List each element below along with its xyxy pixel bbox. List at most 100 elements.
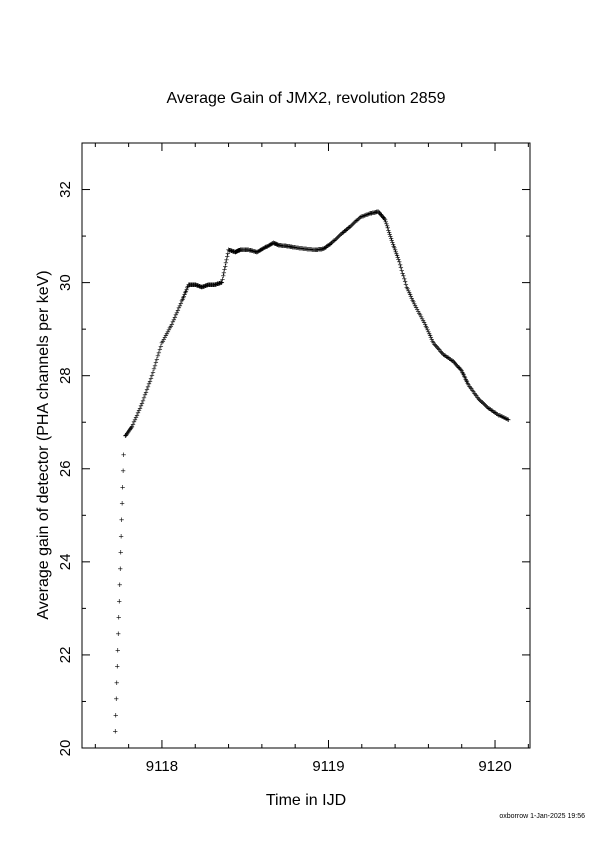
- data-point: +: [117, 596, 122, 606]
- data-point: +: [492, 407, 497, 417]
- data-point: +: [295, 243, 300, 253]
- data-point: +: [127, 426, 132, 436]
- data-point: +: [223, 261, 228, 271]
- data-point: +: [263, 242, 268, 252]
- data-point: +: [340, 228, 345, 238]
- data-point: +: [291, 242, 296, 252]
- data-point: +: [343, 226, 348, 236]
- data-point: +: [221, 271, 226, 281]
- data-point: +: [229, 246, 234, 256]
- data-point: +: [503, 414, 508, 424]
- data-point: +: [350, 219, 355, 229]
- data-point: +: [147, 376, 152, 386]
- data-point: +: [125, 427, 130, 437]
- data-point: +: [298, 243, 303, 253]
- data-point: +: [239, 245, 244, 255]
- data-point: +: [180, 295, 185, 305]
- x-axis-label: Time in IJD: [266, 792, 346, 809]
- data-point: +: [284, 241, 289, 251]
- data-point: +: [406, 286, 411, 296]
- data-point: +: [342, 227, 347, 237]
- data-point: +: [207, 280, 212, 290]
- data-point: +: [326, 240, 331, 250]
- data-point: +: [169, 320, 174, 330]
- data-point: +: [150, 367, 155, 377]
- data-point: +: [199, 282, 204, 292]
- data-point: +: [317, 245, 322, 255]
- data-point: +: [331, 236, 336, 246]
- data-point: +: [245, 245, 250, 255]
- data-point: +: [116, 629, 121, 639]
- data-point: +: [265, 241, 270, 251]
- data-point: +: [306, 244, 311, 254]
- data-point: +: [277, 240, 282, 250]
- data-point: +: [166, 325, 171, 335]
- data-point: +: [233, 247, 238, 257]
- data-point: +: [193, 280, 198, 290]
- data-point: +: [412, 299, 417, 309]
- data-point: +: [476, 394, 481, 404]
- data-point: +: [128, 424, 133, 434]
- data-point: +: [202, 281, 207, 291]
- data-point: +: [411, 297, 416, 307]
- data-point: +: [310, 245, 315, 255]
- data-point: +: [293, 243, 298, 253]
- data-point: +: [436, 344, 441, 354]
- data-point: +: [258, 245, 263, 255]
- data-point: +: [134, 410, 139, 420]
- data-point: +: [242, 245, 247, 255]
- data-point: +: [272, 239, 277, 249]
- data-point: +: [315, 245, 320, 255]
- data-point: +: [451, 357, 456, 367]
- data-point: +: [478, 396, 483, 406]
- data-point: +: [412, 301, 417, 311]
- data-point: +: [336, 232, 341, 242]
- data-point: +: [294, 243, 299, 253]
- data-point: +: [268, 239, 273, 249]
- data-point: +: [185, 283, 190, 293]
- data-point: +: [218, 278, 223, 288]
- data-point: +: [167, 323, 172, 333]
- data-point: +: [305, 244, 310, 254]
- data-point: +: [115, 662, 120, 672]
- data-point: +: [191, 280, 196, 290]
- data-point: +: [232, 247, 237, 257]
- data-point: +: [410, 295, 415, 305]
- data-point: +: [248, 246, 253, 256]
- data-point: +: [312, 245, 317, 255]
- data-point: +: [278, 241, 283, 251]
- data-point: +: [443, 351, 448, 361]
- data-point: +: [177, 301, 182, 311]
- data-point: +: [181, 291, 186, 301]
- data-point: +: [154, 354, 159, 364]
- data-point: +: [176, 303, 181, 313]
- data-point: +: [123, 431, 128, 441]
- data-point: +: [283, 241, 288, 251]
- data-point: +: [386, 227, 391, 237]
- data-point: +: [367, 209, 372, 219]
- data-point: +: [387, 229, 392, 239]
- data-point: +: [281, 241, 286, 251]
- data-point: +: [191, 280, 196, 290]
- data-point: +: [195, 281, 200, 291]
- data-point: +: [384, 221, 389, 231]
- data-point: +: [117, 580, 122, 590]
- data-point: +: [399, 266, 404, 276]
- data-point: +: [403, 279, 408, 289]
- data-point: +: [116, 613, 121, 623]
- data-point: +: [276, 240, 281, 250]
- data-point: +: [225, 248, 230, 258]
- data-point: +: [364, 210, 369, 220]
- data-point: +: [323, 242, 328, 252]
- data-point: +: [275, 240, 280, 250]
- data-point: +: [401, 271, 406, 281]
- data-point: +: [205, 280, 210, 290]
- data-point: +: [457, 363, 462, 373]
- data-point: +: [419, 314, 424, 324]
- data-point: +: [408, 292, 413, 302]
- data-point: +: [213, 280, 218, 290]
- data-point: +: [404, 282, 409, 292]
- data-point: +: [467, 381, 472, 391]
- data-point: +: [460, 369, 465, 379]
- data-point: +: [469, 384, 474, 394]
